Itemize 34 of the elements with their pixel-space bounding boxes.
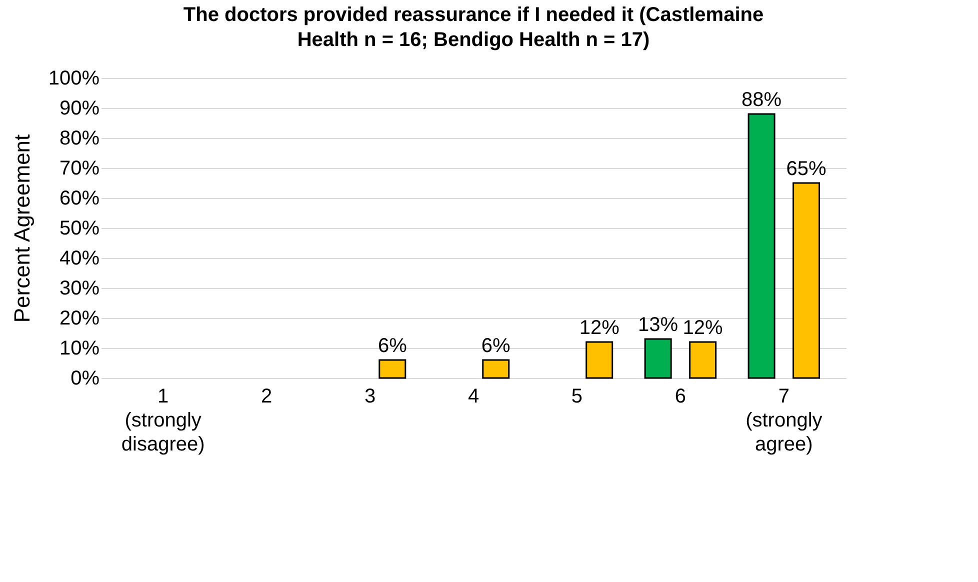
y-tick-label: 10% bbox=[59, 338, 100, 360]
bar bbox=[378, 359, 406, 379]
x-tick-label: 2 bbox=[260, 386, 272, 408]
data-label: 13% bbox=[638, 314, 678, 336]
y-axis-title: Percent Agreement bbox=[9, 134, 34, 323]
data-label: 6% bbox=[378, 335, 408, 357]
x-tick-label: 3 bbox=[364, 386, 376, 408]
y-tick-label: 0% bbox=[70, 368, 100, 390]
y-tick-label: 100% bbox=[48, 68, 100, 90]
y-tick-label: 20% bbox=[59, 308, 100, 330]
bar bbox=[586, 341, 614, 379]
y-tick-label: 90% bbox=[59, 98, 100, 120]
data-label: 88% bbox=[742, 89, 782, 111]
y-tick-label: 50% bbox=[59, 218, 100, 240]
y-tick-label: 40% bbox=[59, 248, 100, 270]
y-tick-label: 70% bbox=[59, 158, 100, 180]
x-tick-label: 6 bbox=[674, 386, 686, 408]
y-tick-label: 80% bbox=[59, 128, 100, 150]
y-tick-label: 30% bbox=[59, 278, 100, 300]
data-label: 65% bbox=[786, 158, 827, 180]
bar bbox=[748, 113, 776, 379]
data-label: 12% bbox=[579, 317, 620, 339]
x-tick-label: 1 (strongly disagree) bbox=[121, 386, 205, 456]
bar bbox=[482, 359, 510, 379]
data-label: 12% bbox=[682, 317, 724, 339]
x-tick-label: 4 bbox=[468, 386, 480, 408]
data-label: 6% bbox=[481, 335, 511, 357]
x-tick-label: 5 bbox=[571, 386, 583, 408]
bar bbox=[644, 338, 672, 379]
bar bbox=[792, 182, 820, 379]
y-tick-label: 60% bbox=[59, 188, 100, 210]
chart-title: The doctors provided reassurance if I needed it (Castlemaine Health n = 16; Bendigo Health n = 17) bbox=[183, 4, 764, 51]
bar bbox=[689, 341, 717, 379]
x-tick-label: 7 (strongly agree) bbox=[746, 386, 822, 456]
